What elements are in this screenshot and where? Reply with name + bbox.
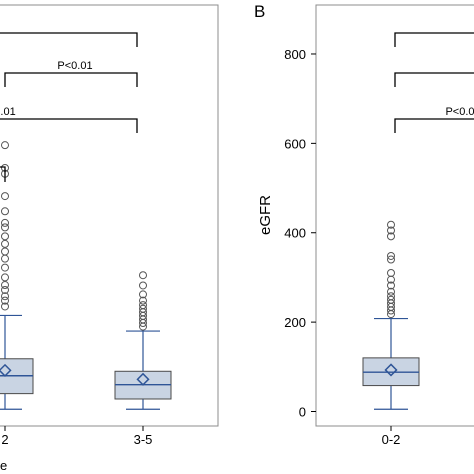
panel-b-y-tick-label-4: 800: [284, 47, 306, 62]
panel-a-bracket-mid: [4, 72, 138, 87]
panel-b-bracket-low: [394, 118, 474, 133]
panel-b-marks: P<0.0: [362, 32, 474, 431]
panel-b-box-0-outlier: [387, 251, 395, 260]
panel-b-y-tick-label-3: 600: [284, 136, 306, 151]
panel-a-box-1-outlier: [139, 290, 147, 299]
panel-a-box-0-outlier: [1, 281, 9, 290]
panel-b-box-0-outlier: [387, 220, 395, 229]
panel-a-box-0-mean-marker: [0, 363, 12, 377]
panel-b-box-0-outlier: [387, 281, 395, 290]
panel-b-plot-frame: [315, 4, 474, 427]
panel-a-box-0-outlier: [1, 218, 9, 227]
panel-a-marks: P<0.01 0.01: [0, 32, 172, 431]
panel-a-box-0-outlier: [1, 239, 9, 248]
panel-a-box-0-outlier: [1, 285, 9, 294]
panel-b-box-0-outlier: [387, 292, 395, 301]
panel-a-x-tick-label-0: 2: [1, 432, 8, 447]
panel-a-box-0-outlier: [1, 273, 9, 282]
panel-a-box-0-outlier: [1, 141, 9, 150]
panel-a-box-1-mean-marker: [136, 372, 150, 386]
panel-a-box-0-outlier: [1, 302, 9, 311]
panel-a-box-1-outlier: [139, 281, 147, 290]
panel-a: P<0.01 0.01 2 3-5 e: [0, 4, 219, 473]
panel-a-cut-axis-text: e: [0, 458, 7, 473]
panel-a-box-1-outlier: [139, 304, 147, 313]
panel-a-box-1-outlier: [139, 301, 147, 310]
panel-a-box-0-outlier: [1, 207, 9, 216]
panel-b-box-0-mean-marker: [384, 363, 398, 377]
panel-a-box-0-outlier: [1, 263, 9, 272]
panel-a-plot-frame: [0, 4, 219, 427]
panel-a-bracket-low: [0, 118, 138, 133]
panel-b-y-tick-label-1: 200: [284, 315, 306, 330]
panel-b-y-tick-label-0: 0: [299, 405, 306, 420]
panel-a-x-tick-label-1: 3-5: [134, 432, 153, 447]
panel-b: B 0 200 400 600 800 eGFR P<0.0 0-2: [254, 2, 474, 447]
panel-a-box-0-outlier: [1, 254, 9, 263]
panel-a-bracket-mid-label: P<0.01: [57, 60, 92, 72]
panel-b-box-0-outlier: [387, 232, 395, 241]
panel-b-y-axis-title: eGFR: [257, 195, 274, 235]
panel-b-bracket-top: [394, 32, 474, 47]
panel-b-x-tick-label-0: 0-2: [382, 432, 401, 447]
panel-a-box-0-outlier: [1, 296, 9, 305]
panel-a-bracket-low-label: 0.01: [0, 106, 16, 118]
panel-a-bracket-top: [0, 32, 138, 47]
panel-b-letter: B: [254, 2, 265, 21]
panel-b-box-0-outlier: [387, 295, 395, 304]
panel-b-box-0-outlier: [387, 287, 395, 296]
panel-b-box-0-outlier: [387, 226, 395, 235]
panel-b-y-axis: 0 200 400 600 800: [284, 47, 316, 420]
panel-a-box-0-outlier: [1, 247, 9, 256]
panel-b-bracket-low-label: P<0.0: [445, 106, 474, 118]
panel-b-box-0-outlier: [387, 268, 395, 277]
panel-a-bracket-partial: [0, 166, 6, 182]
panel-a-box-1-outlier: [139, 296, 147, 305]
panel-a-box-0-outlier: [1, 232, 9, 241]
panel-a-box-1-outlier: [139, 271, 147, 280]
panel-a-box-0-outlier: [1, 192, 9, 201]
panel-b-box-0-outlier: [387, 255, 395, 264]
panel-a-box-0-outlier: [1, 292, 9, 301]
panel-a-box-0-outlier: [1, 223, 9, 232]
panel-b-bracket-mid: [394, 72, 474, 87]
panel-b-y-tick-label-2: 400: [284, 226, 306, 241]
